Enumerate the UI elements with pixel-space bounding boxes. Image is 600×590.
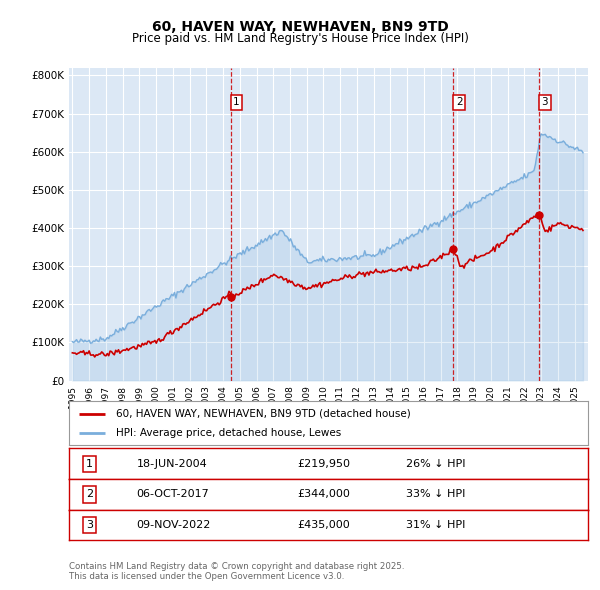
Text: 33% ↓ HPI: 33% ↓ HPI [406,490,466,499]
Text: 60, HAVEN WAY, NEWHAVEN, BN9 9TD (detached house): 60, HAVEN WAY, NEWHAVEN, BN9 9TD (detach… [116,409,410,418]
Text: 60, HAVEN WAY, NEWHAVEN, BN9 9TD: 60, HAVEN WAY, NEWHAVEN, BN9 9TD [152,19,448,34]
Text: 1: 1 [233,97,240,107]
Text: 18-JUN-2004: 18-JUN-2004 [136,459,207,468]
Text: £344,000: £344,000 [298,490,350,499]
Text: 2: 2 [86,490,94,499]
Text: 2: 2 [456,97,463,107]
Text: Price paid vs. HM Land Registry's House Price Index (HPI): Price paid vs. HM Land Registry's House … [131,32,469,45]
Text: £435,000: £435,000 [298,520,350,530]
Text: 31% ↓ HPI: 31% ↓ HPI [406,520,466,530]
Text: £219,950: £219,950 [298,459,350,468]
Text: Contains HM Land Registry data © Crown copyright and database right 2025.
This d: Contains HM Land Registry data © Crown c… [69,562,404,581]
Text: 09-NOV-2022: 09-NOV-2022 [136,520,211,530]
Text: HPI: Average price, detached house, Lewes: HPI: Average price, detached house, Lewe… [116,428,341,438]
Text: 06-OCT-2017: 06-OCT-2017 [136,490,209,499]
Text: 3: 3 [86,520,93,530]
Text: 26% ↓ HPI: 26% ↓ HPI [406,459,466,468]
Text: 3: 3 [541,97,548,107]
Text: 1: 1 [86,459,93,468]
